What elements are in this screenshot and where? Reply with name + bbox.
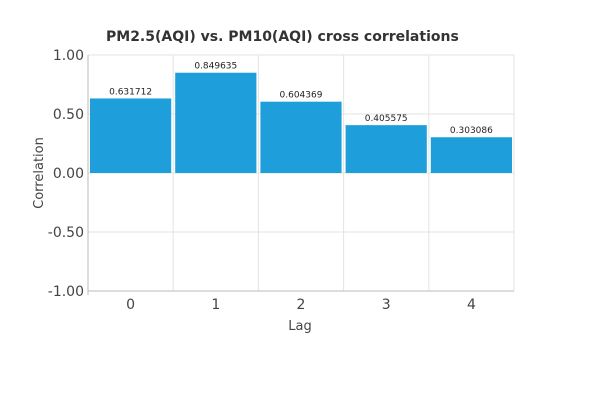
bar-value-label: 0.631712 — [109, 87, 152, 97]
x-tick-label: 1 — [211, 297, 220, 313]
bar — [90, 98, 172, 173]
y-axis-label: Correlation — [32, 137, 47, 209]
bar-value-label: 0.405575 — [365, 114, 408, 124]
bar — [430, 137, 512, 173]
x-tick-label: 0 — [126, 297, 135, 313]
bar — [345, 125, 427, 173]
data-labels: 0.631712 0.849635 0.604369 0.405575 0.303086 — [109, 62, 493, 136]
y-tick-label: -0.50 — [48, 225, 84, 241]
x-tick-label: 2 — [297, 297, 306, 313]
bar-value-label: 0.303086 — [450, 126, 493, 136]
x-tick-label: 3 — [382, 297, 391, 313]
x-tick-label: 4 — [467, 297, 476, 313]
chart-title: PM2.5(AQI) vs. PM10(AQI) cross correlati… — [106, 29, 459, 45]
y-tick-label: 0.50 — [53, 107, 84, 123]
bar-value-label: 0.604369 — [280, 91, 323, 101]
y-tick-label: 1.00 — [53, 48, 84, 64]
y-tick-label: -1.00 — [48, 284, 84, 300]
bar — [260, 101, 342, 173]
axes: 1.00 0.50 0.00 -0.50 -1.00 0 1 2 3 4 — [48, 48, 514, 313]
bars — [90, 72, 512, 173]
bar — [175, 72, 257, 173]
y-tick-label: 0.00 — [53, 166, 84, 182]
x-axis-label: Lag — [288, 319, 311, 334]
bar-value-label: 0.849635 — [194, 62, 237, 72]
